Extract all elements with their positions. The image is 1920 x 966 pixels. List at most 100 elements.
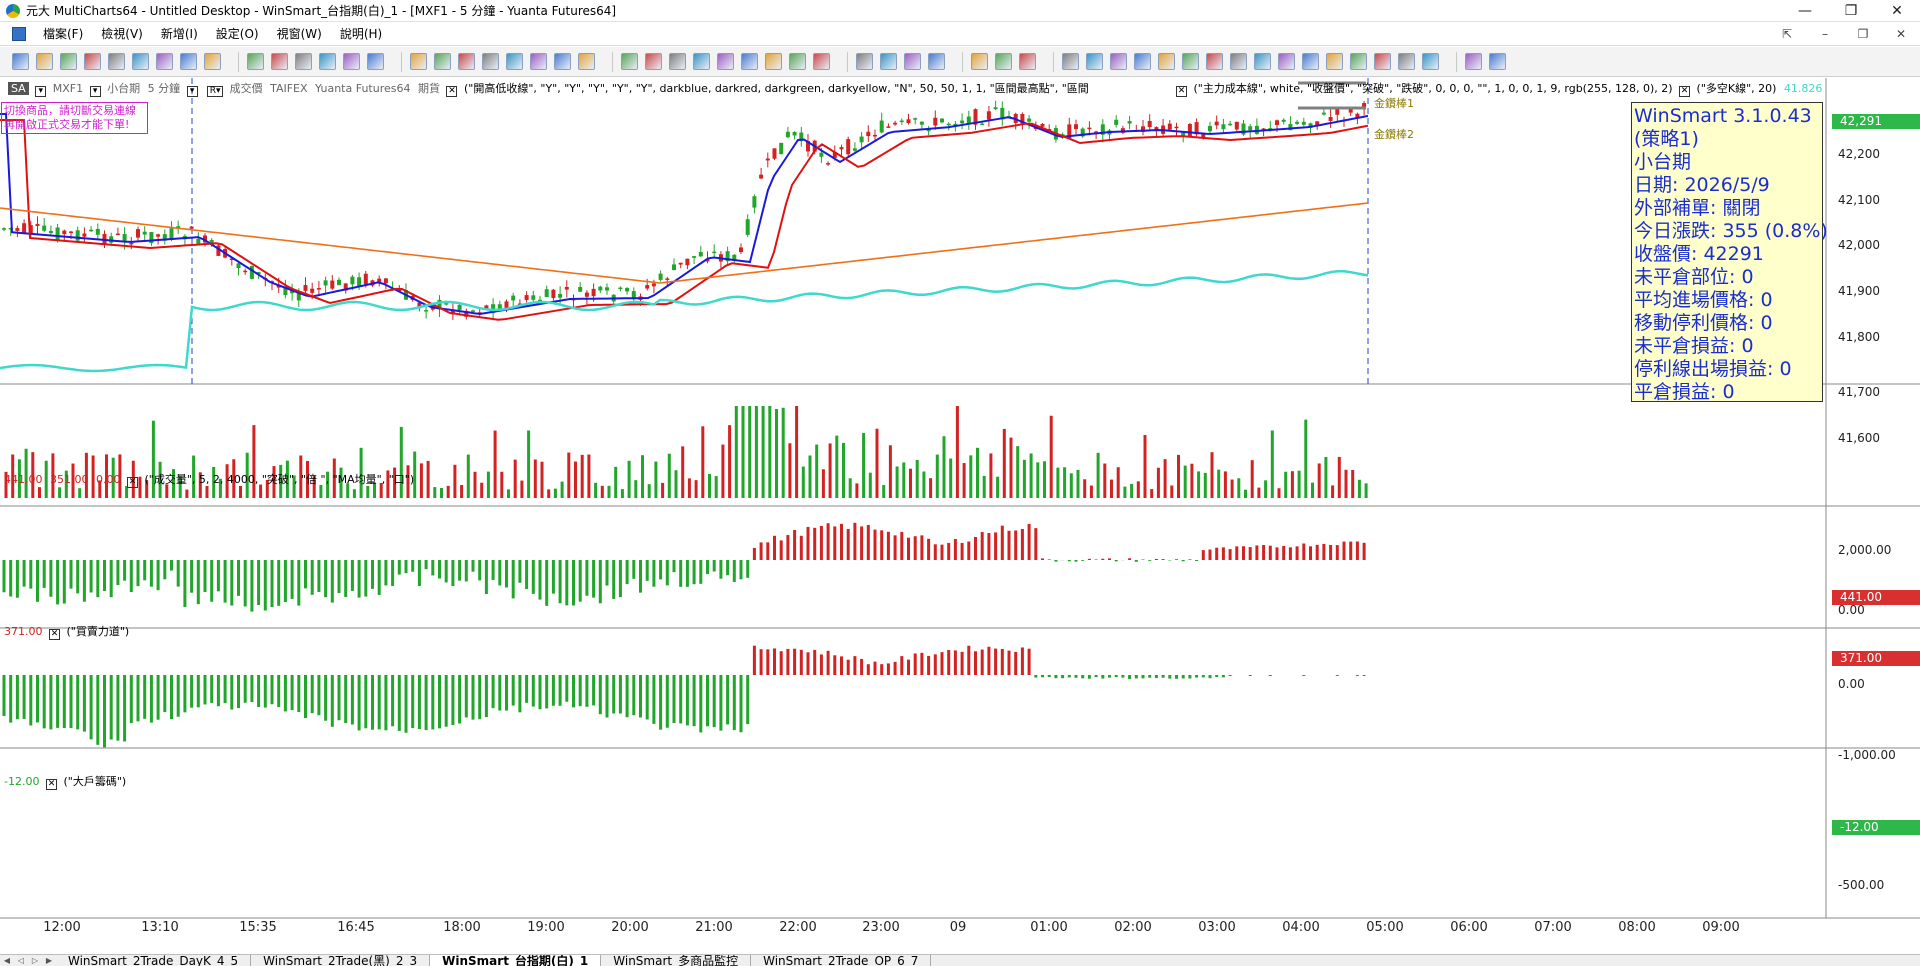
close-button[interactable]: ✕: [1891, 3, 1903, 19]
mdi-close-button[interactable]: ✕: [1895, 27, 1907, 41]
menu-settings[interactable]: 設定(O): [215, 27, 259, 41]
toolbar-tool-icon[interactable]: [204, 53, 221, 70]
toolbar-tool-icon[interactable]: [132, 53, 149, 70]
toolbar-tool-icon[interactable]: [1302, 53, 1319, 70]
power-toggle[interactable]: ✕: [49, 629, 60, 640]
symbol-dropdown-icon[interactable]: ▾: [89, 86, 101, 97]
toolbar-tool-icon[interactable]: [1398, 53, 1415, 70]
tab-last-icon[interactable]: ▶: [45, 956, 53, 965]
mdi-minimize-button[interactable]: –: [1822, 27, 1828, 41]
toolbar-tool-icon[interactable]: [856, 53, 873, 70]
toolbar-tool-icon[interactable]: [319, 53, 336, 70]
volume-toggle[interactable]: ✕: [127, 477, 138, 488]
mdi-restore-button[interactable]: ❐: [1857, 27, 1869, 41]
mode-dropdown-icon[interactable]: ▾: [35, 86, 47, 97]
toolbar-tool-icon[interactable]: [880, 53, 897, 70]
toolbar-tool-icon[interactable]: [530, 53, 547, 70]
toolbar-tool-icon[interactable]: [717, 53, 734, 70]
toolbar-tool-icon[interactable]: [741, 53, 758, 70]
toolbar-tool-icon[interactable]: [693, 53, 710, 70]
minimize-button[interactable]: —: [1798, 3, 1812, 19]
tab-multi-monitor[interactable]: WinSmart_多商品監控: [601, 955, 752, 966]
tab-next-icon[interactable]: ▷: [31, 956, 39, 965]
indicator1-toggle[interactable]: ✕: [446, 86, 458, 97]
toolbar-tool-icon[interactable]: [904, 53, 921, 70]
detach-button[interactable]: ⇱: [1781, 27, 1793, 41]
toolbar-tool-icon[interactable]: [1350, 53, 1367, 70]
tab-first-icon[interactable]: ◀: [3, 956, 11, 965]
toolbar-tool-icon[interactable]: [554, 53, 571, 70]
toolbar-tool-icon[interactable]: [1062, 53, 1079, 70]
indicator2-toggle[interactable]: ✕: [1176, 86, 1187, 97]
interval-dropdown-icon[interactable]: ▾: [186, 86, 198, 97]
menu-help[interactable]: 說明(H): [339, 27, 383, 41]
toolbar-tool-icon[interactable]: [1374, 53, 1391, 70]
toolbar-tool-icon[interactable]: [621, 53, 638, 70]
toolbar-tool-icon[interactable]: [578, 53, 595, 70]
menu-window[interactable]: 視窗(W): [276, 27, 322, 41]
toolbar-tool-icon[interactable]: [1422, 53, 1439, 70]
toolbar-tool-icon[interactable]: [669, 53, 686, 70]
chart-canvas[interactable]: [0, 78, 1920, 954]
toolbar-tool-icon[interactable]: [60, 53, 77, 70]
toolbar-tool-icon[interactable]: [995, 53, 1012, 70]
mode-badge[interactable]: SA: [8, 82, 29, 95]
toolbar-tool-icon[interactable]: [506, 53, 523, 70]
ma-red-line: [0, 119, 1369, 321]
toolbar-tool-icon[interactable]: [765, 53, 782, 70]
menu-file[interactable]: 檔案(F): [43, 27, 84, 41]
toolbar-tool-icon[interactable]: [247, 53, 264, 70]
menu-insert[interactable]: 新增(I): [160, 27, 198, 41]
document-icon[interactable]: [12, 26, 26, 41]
toolbar-tool-icon[interactable]: [1326, 53, 1343, 70]
tab-txf-white[interactable]: WinSmart_台指期(白)_1: [430, 955, 602, 966]
toolbar-tool-icon[interactable]: [789, 53, 806, 70]
big-holder-bar: [639, 675, 642, 718]
toolbar-tool-icon[interactable]: [12, 53, 29, 70]
toolbar-tool-icon[interactable]: [645, 53, 662, 70]
toolbar-tool-icon[interactable]: [1134, 53, 1151, 70]
toolbar-tool-icon[interactable]: [84, 53, 101, 70]
toolbar-tool-icon[interactable]: [156, 53, 173, 70]
toolbar-tool-icon[interactable]: [1110, 53, 1127, 70]
interval-label[interactable]: 5 分鐘: [147, 82, 181, 95]
toolbar-tool-icon[interactable]: [928, 53, 945, 70]
toolbar-tool-icon[interactable]: [367, 53, 384, 70]
toolbar-tool-icon[interactable]: [434, 53, 451, 70]
tab-2trade-op[interactable]: WinSmart_2Trade_OP_6_7: [751, 955, 932, 966]
toolbar-tool-icon[interactable]: [971, 53, 988, 70]
big-holder-bar: [310, 675, 314, 714]
toolbar-tool-icon[interactable]: [36, 53, 53, 70]
indicator3-toggle[interactable]: ✕: [1679, 86, 1691, 97]
toolbar-tool-icon[interactable]: [1182, 53, 1199, 70]
power-bar: [685, 560, 689, 587]
toolbar-tool-icon[interactable]: [813, 53, 830, 70]
big-toggle[interactable]: ✕: [45, 779, 57, 790]
menu-view[interactable]: 檢視(V): [101, 27, 143, 41]
toolbar-tool-icon[interactable]: [1489, 53, 1506, 70]
toolbar-tool-icon[interactable]: [1206, 53, 1223, 70]
toolbar-tool-icon[interactable]: [1158, 53, 1175, 70]
big-holder-bar: [813, 649, 817, 675]
toolbar-tool-icon[interactable]: [1278, 53, 1295, 70]
tab-2trade-black[interactable]: WinSmart_2Trade(黑)_2_3: [251, 955, 431, 966]
tab-prev-icon[interactable]: ◁: [17, 956, 25, 965]
toolbar-tool-icon[interactable]: [343, 53, 360, 70]
tab-daykline[interactable]: WinSmart_2Trade_DayK_4_5: [56, 955, 252, 966]
chart-window[interactable]: SA ▾ MXF1 ▾ 小台期 5 分鐘 ▾ R▾ 成交價 TAIFEX Yua…: [0, 78, 1920, 954]
toolbar-tool-icon[interactable]: [458, 53, 475, 70]
symbol-label[interactable]: MXF1: [52, 82, 84, 95]
toolbar-tool-icon[interactable]: [1019, 53, 1036, 70]
toolbar-tool-icon[interactable]: [295, 53, 312, 70]
toolbar-tool-icon[interactable]: [108, 53, 125, 70]
toolbar-tool-icon[interactable]: [1086, 53, 1103, 70]
toolbar-tool-icon[interactable]: [1465, 53, 1482, 70]
maximize-button[interactable]: ❐: [1844, 3, 1858, 19]
field-dropdown-icon[interactable]: R▾: [207, 86, 224, 97]
toolbar-tool-icon[interactable]: [180, 53, 197, 70]
toolbar-tool-icon[interactable]: [410, 53, 427, 70]
toolbar-tool-icon[interactable]: [1254, 53, 1271, 70]
toolbar-tool-icon[interactable]: [482, 53, 499, 70]
toolbar-tool-icon[interactable]: [271, 53, 288, 70]
toolbar-tool-icon[interactable]: [1230, 53, 1247, 70]
